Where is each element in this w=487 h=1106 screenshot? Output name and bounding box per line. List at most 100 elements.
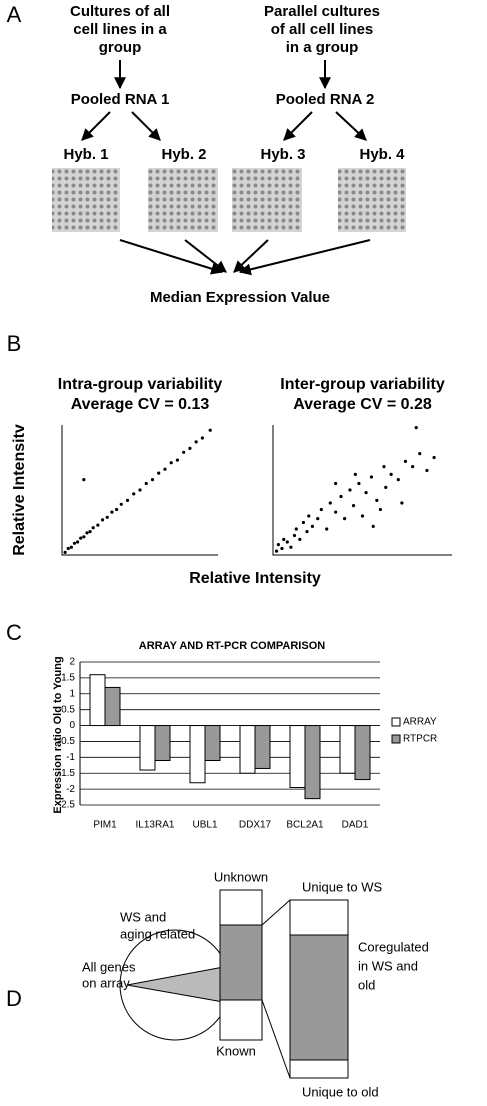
- x-tick-label: UBL1: [192, 820, 217, 831]
- panel-label: C: [6, 620, 22, 645]
- chart-title: Inter-group variability: [280, 376, 445, 393]
- point: [82, 535, 86, 539]
- group-text: Parallel cultures: [264, 3, 380, 20]
- point: [132, 492, 136, 496]
- chart-title: Average CV = 0.28: [293, 396, 432, 413]
- bar: [339, 725, 356, 774]
- point: [85, 531, 89, 535]
- point: [319, 507, 323, 512]
- point: [353, 472, 357, 476]
- legend-label: RTPCR: [403, 734, 437, 745]
- point: [411, 465, 415, 469]
- bar-label: in WS and: [358, 958, 418, 973]
- point: [298, 537, 302, 542]
- bar: [204, 725, 221, 762]
- bar: [254, 725, 271, 769]
- diagram-d-shapes: [119, 889, 349, 1079]
- bar: [139, 725, 156, 771]
- point: [66, 546, 70, 551]
- point: [138, 488, 142, 492]
- point: [348, 488, 352, 492]
- group-text: group: [99, 39, 142, 56]
- pie-label: on array: [82, 975, 130, 990]
- x-tick-label: PIM1: [93, 820, 117, 831]
- point: [400, 501, 404, 505]
- point: [280, 546, 284, 551]
- point: [88, 530, 92, 534]
- point: [432, 455, 436, 460]
- bar-label: Unique to WS: [302, 879, 383, 894]
- point: [119, 502, 123, 506]
- y-tick-label: 1.5: [61, 673, 75, 684]
- point: [194, 440, 198, 444]
- point: [175, 458, 180, 462]
- y-tick-label: 2: [69, 657, 75, 668]
- slice-label: aging related: [120, 926, 195, 941]
- group-text: of all cell lines: [271, 21, 374, 38]
- point: [169, 461, 173, 465]
- point: [110, 510, 114, 514]
- point: [343, 517, 347, 521]
- x-axis-label: Relative Intensity: [189, 570, 321, 587]
- point: [200, 436, 204, 440]
- point: [282, 537, 286, 542]
- y-tick-label: -2: [66, 784, 75, 795]
- chart-title: Average CV = 0.13: [71, 396, 210, 413]
- bar: [239, 725, 256, 774]
- bar-label: Known: [216, 1043, 256, 1058]
- chart-title: Intra-group variability: [58, 376, 223, 393]
- pool-label: Pooled RNA 1: [71, 91, 170, 108]
- point: [208, 428, 212, 432]
- panel-label: B: [7, 331, 22, 356]
- point: [163, 467, 167, 471]
- point: [144, 481, 148, 486]
- bar: [154, 725, 171, 762]
- point: [334, 481, 338, 486]
- x-tick-label: BCL2A1: [286, 820, 324, 831]
- axes: [272, 425, 452, 556]
- point: [157, 471, 161, 475]
- point: [63, 550, 67, 555]
- x-tick-label: DAD1: [342, 820, 369, 831]
- pie-label: All genes: [82, 959, 136, 974]
- point: [334, 510, 338, 514]
- point: [364, 491, 368, 495]
- point: [292, 533, 297, 538]
- array-images: [52, 168, 406, 232]
- axes: [61, 425, 218, 556]
- y-tick-label: -1: [66, 752, 75, 763]
- y-tick-label: 0.5: [61, 704, 75, 715]
- hyb-label: Hyb. 4: [359, 146, 405, 163]
- y-tick-label: -1.5: [58, 768, 76, 779]
- point: [72, 541, 77, 545]
- point: [182, 450, 186, 454]
- point: [396, 478, 400, 482]
- point: [325, 527, 329, 531]
- y-tick-label: -0.5: [58, 736, 76, 747]
- y-axis-label: Expression ratio Old to Young: [52, 656, 64, 813]
- group-text: in a group: [286, 39, 359, 56]
- point: [301, 520, 306, 525]
- legend-label: ARRAY: [403, 717, 437, 728]
- y-axis-label: Relative Intensitv: [11, 424, 28, 556]
- point: [96, 523, 100, 527]
- hyb-label: Hyb. 3: [260, 146, 305, 163]
- y-tick-label: -2.5: [58, 800, 76, 811]
- pool-label: Pooled RNA 2: [276, 91, 375, 108]
- bar: [104, 686, 121, 727]
- hyb-label: Hyb. 1: [63, 146, 108, 163]
- point: [339, 494, 343, 499]
- point: [351, 504, 356, 508]
- point: [371, 524, 375, 529]
- point: [382, 465, 386, 469]
- bar: [354, 725, 371, 781]
- point: [91, 526, 95, 530]
- point: [188, 446, 192, 450]
- group-text: Cultures of all: [70, 3, 170, 20]
- bar: [304, 725, 321, 800]
- point: [403, 459, 408, 463]
- point: [316, 517, 320, 521]
- bar-label: old: [358, 977, 375, 992]
- point: [389, 472, 393, 476]
- point: [100, 518, 105, 522]
